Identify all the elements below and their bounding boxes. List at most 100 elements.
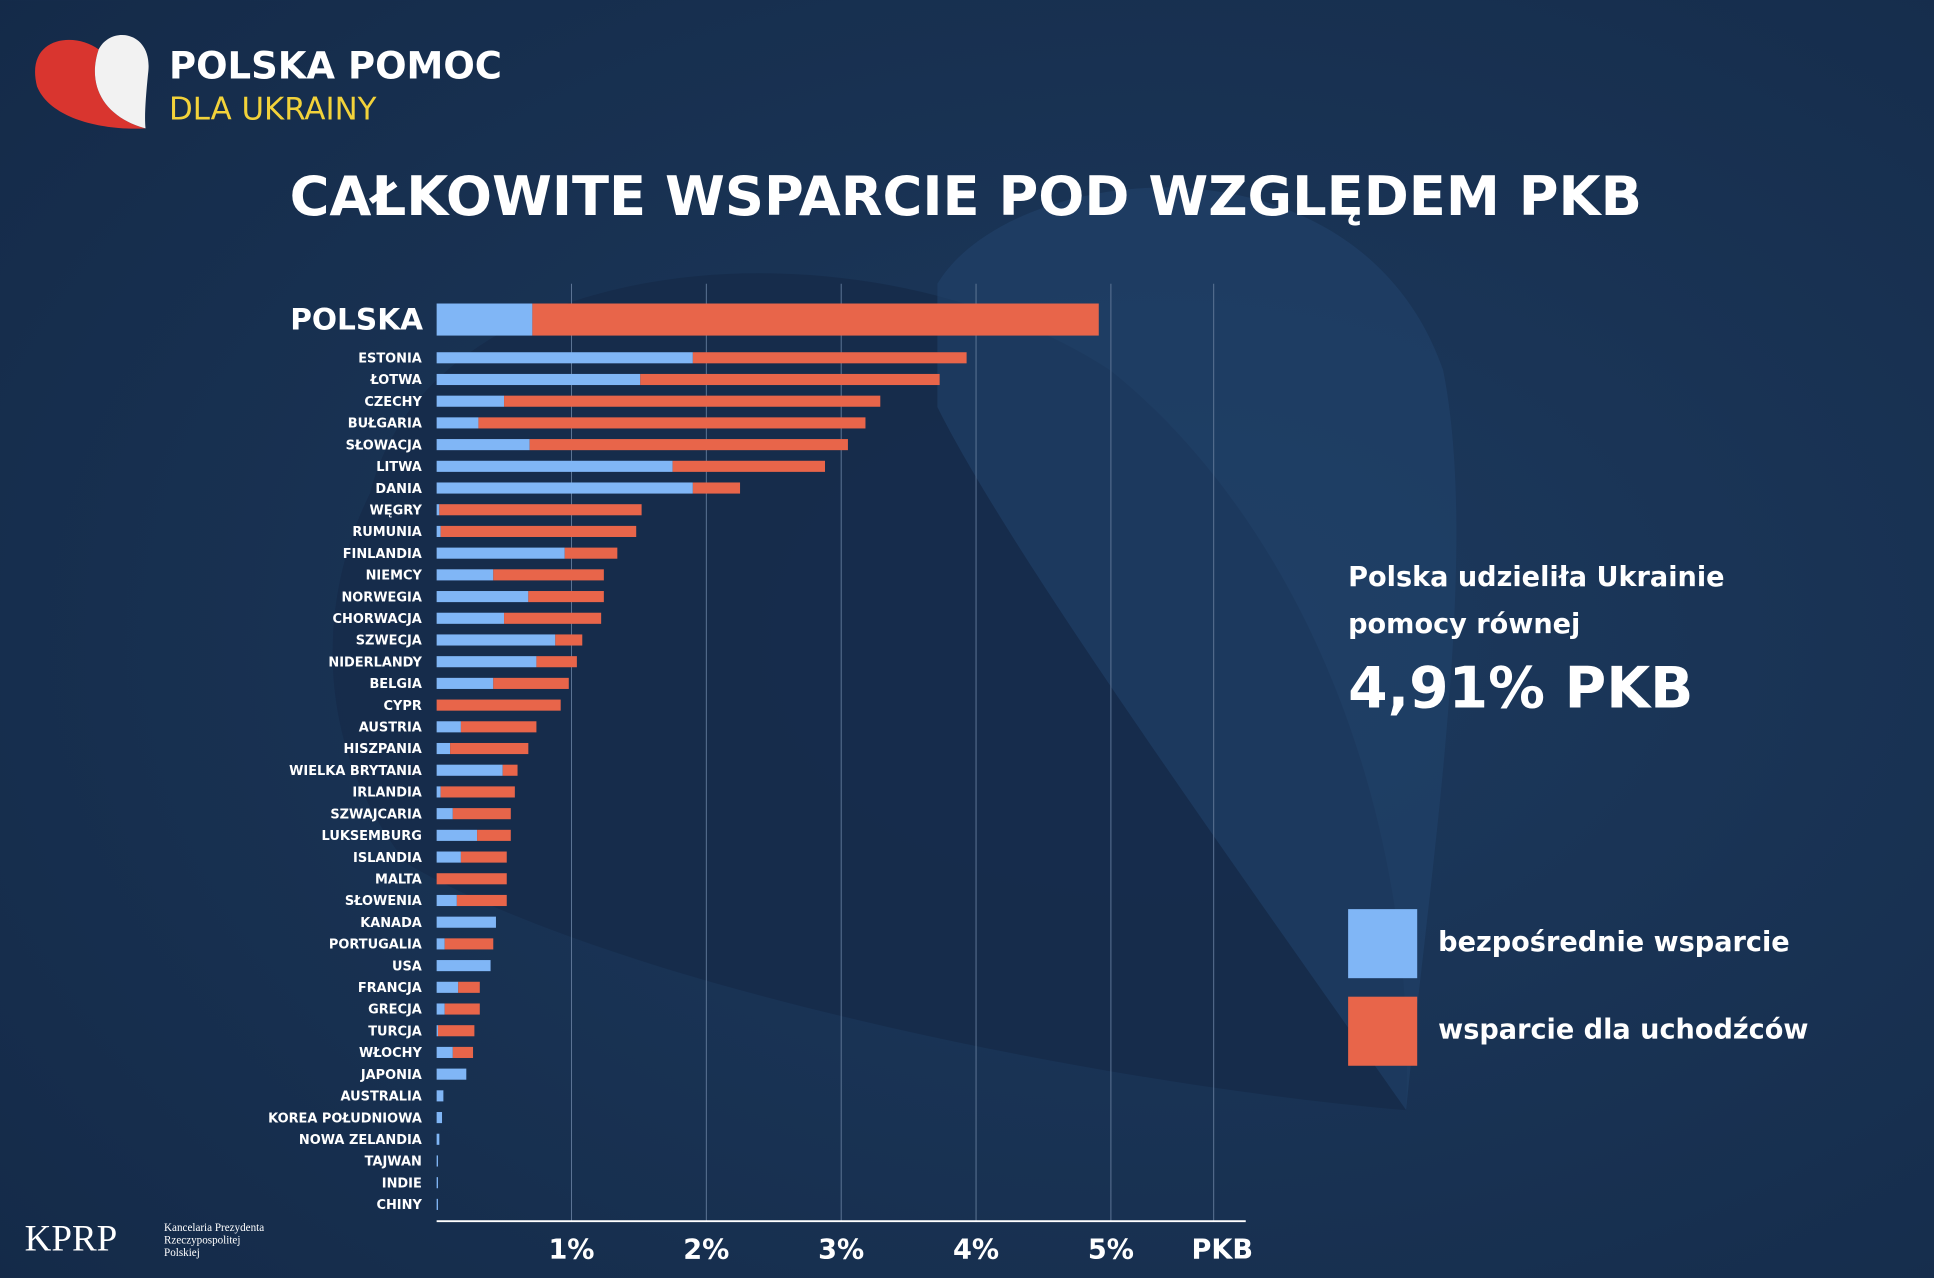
y-tick-label: ESTONIA — [358, 352, 422, 367]
x-tick-label: 3% — [818, 1234, 864, 1265]
bar — [436, 460, 673, 472]
bar — [436, 721, 461, 733]
bar — [502, 764, 518, 776]
bar — [440, 525, 637, 537]
bar — [478, 417, 866, 429]
bar — [444, 938, 494, 950]
y-tick-label: DANIA — [375, 482, 421, 497]
bar — [436, 373, 641, 386]
bar — [436, 504, 440, 516]
bar — [460, 851, 507, 863]
bar — [436, 764, 503, 776]
y-tick-label: IRLANDIA — [352, 786, 421, 801]
bar — [436, 417, 479, 429]
bar — [692, 352, 967, 364]
bar — [436, 916, 496, 928]
bar — [436, 786, 441, 798]
bar — [640, 373, 940, 386]
y-tick-label: SŁOWACJA — [346, 438, 422, 453]
y-tick-label: POLSKA — [290, 302, 423, 336]
y-tick-label: BUŁGARIA — [348, 417, 422, 432]
y-tick-label: INDIE — [382, 1176, 422, 1191]
footer-text: Polskiej — [164, 1247, 200, 1259]
bar — [444, 1003, 480, 1015]
bar — [436, 656, 537, 668]
bar — [436, 960, 491, 972]
y-tick-label: LUKSEMBURG — [322, 829, 422, 844]
bar — [493, 677, 569, 689]
bar — [436, 1003, 445, 1015]
bar — [504, 612, 602, 624]
chart-title: CAŁKOWITE WSPARCIE POD WZGLĘDEM PKB — [290, 165, 1642, 228]
y-tick-label: ŁOTWA — [369, 373, 421, 388]
bar — [436, 1198, 438, 1210]
y-tick-label: USA — [392, 959, 422, 974]
footer-logo: KPRP — [25, 1219, 118, 1260]
bar — [436, 829, 478, 841]
y-tick-label: SZWAJCARIA — [330, 807, 422, 822]
bar — [672, 460, 826, 472]
y-tick-label: CHINY — [376, 1198, 422, 1213]
y-tick-label: WIELKA BRYTANIA — [289, 764, 422, 779]
bar — [436, 938, 445, 950]
y-tick-label: BELGIA — [369, 677, 421, 692]
y-tick-label: ISLANDIA — [353, 851, 422, 866]
annotation: pomocy równej — [1348, 609, 1580, 640]
bar — [532, 303, 1099, 336]
x-tick-label: 2% — [683, 1234, 729, 1265]
legend-label: wsparcie dla uchodźców — [1438, 1015, 1808, 1046]
bar — [436, 482, 693, 494]
bar — [436, 395, 505, 407]
legend-swatch — [1348, 996, 1418, 1066]
bar — [439, 504, 642, 516]
bar — [436, 742, 451, 755]
y-tick-label: CHORWACJA — [333, 612, 422, 627]
y-tick-label: SZWECJA — [356, 634, 422, 649]
y-tick-label: WŁOCHY — [359, 1046, 422, 1061]
bar — [504, 395, 881, 407]
bar — [436, 1155, 438, 1167]
bar — [440, 786, 515, 798]
y-tick-label: NIDERLANDY — [328, 655, 422, 670]
bar — [436, 569, 494, 581]
y-tick-label: PORTUGALIA — [329, 938, 422, 953]
bar — [436, 677, 494, 689]
logo-heart — [94, 34, 149, 129]
x-tick-label: 1% — [548, 1234, 594, 1265]
y-tick-label: HISZPANIA — [344, 742, 422, 757]
bar — [436, 1025, 438, 1037]
bar — [436, 894, 457, 907]
legend-label: bezpośrednie wsparcie — [1438, 927, 1790, 958]
y-tick-label: KANADA — [360, 916, 422, 931]
bar — [477, 829, 511, 841]
decor — [937, 187, 1457, 1111]
annotation: Polska udzieliła Ukrainie — [1348, 562, 1724, 593]
bar — [528, 591, 604, 603]
bar — [436, 808, 453, 820]
bar — [452, 808, 511, 820]
bar — [436, 634, 556, 646]
annotation-value: 4,91% PKB — [1348, 656, 1693, 722]
y-tick-label: LITWA — [376, 460, 422, 475]
y-tick-label: NOWA ZELANDIA — [299, 1133, 422, 1148]
y-tick-label: CZECHY — [364, 395, 422, 410]
y-tick-label: SŁOWENIA — [345, 894, 422, 909]
bar — [436, 352, 693, 364]
bar — [436, 525, 441, 537]
footer-text: Kancelaria Prezydenta — [164, 1222, 264, 1234]
y-tick-label: TURCJA — [368, 1024, 422, 1039]
y-tick-label: RUMUNIA — [352, 525, 422, 540]
bar — [436, 1133, 440, 1145]
bar — [450, 742, 529, 755]
bar — [436, 1068, 467, 1080]
y-tick-label: FRANCJA — [358, 981, 422, 996]
legend-swatch — [1348, 909, 1418, 979]
bar — [555, 634, 583, 646]
y-tick-label: MALTA — [375, 873, 422, 888]
bar — [436, 851, 461, 863]
logo-text: DLA UKRAINY — [169, 92, 377, 128]
y-tick-label: WĘGRY — [369, 503, 422, 518]
y-tick-label: NIEMCY — [366, 569, 423, 584]
